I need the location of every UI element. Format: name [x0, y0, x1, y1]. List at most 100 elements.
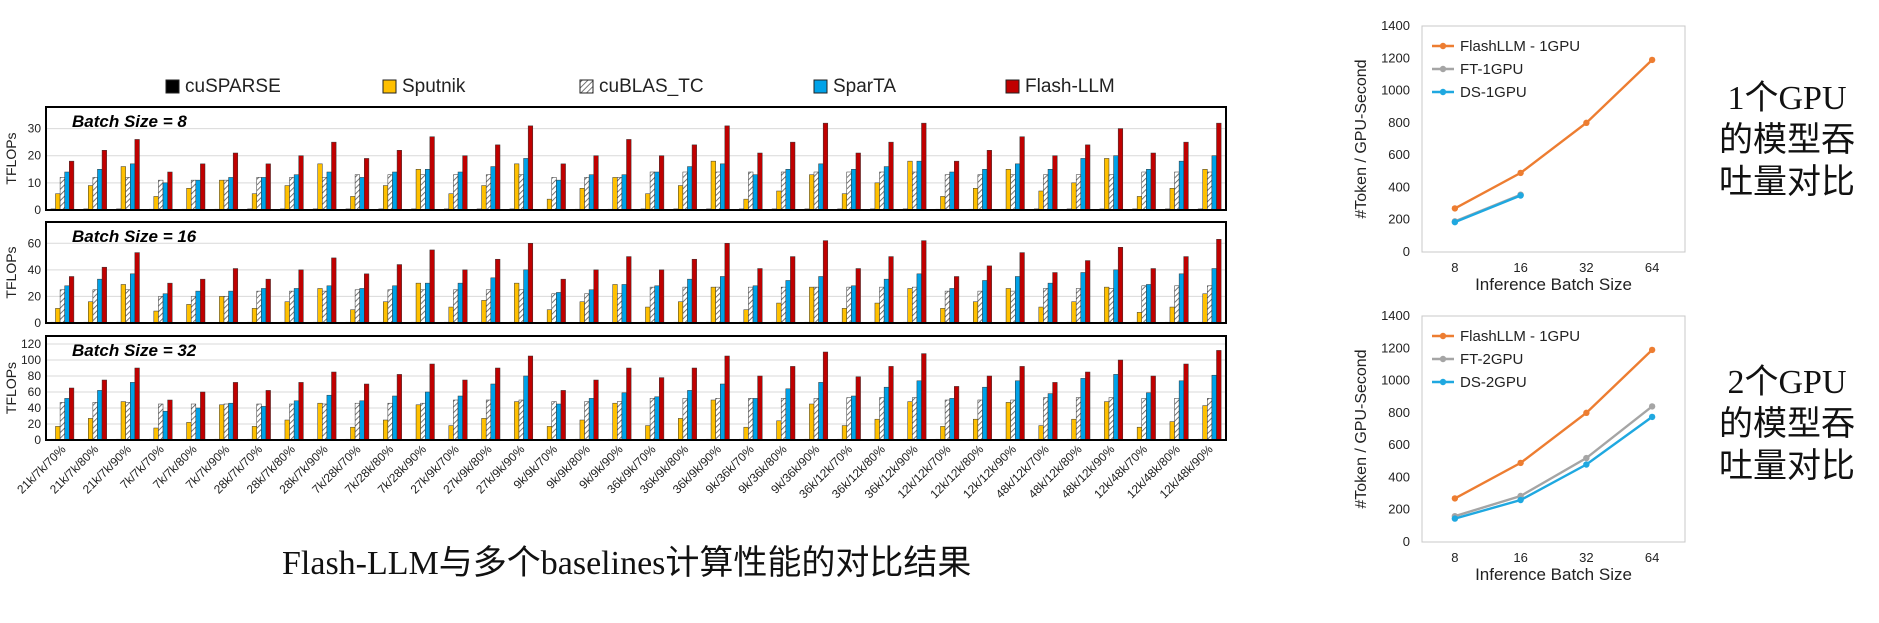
- bar: [944, 399, 950, 441]
- bar: [153, 427, 159, 441]
- bar: [158, 296, 164, 324]
- bar: [162, 182, 168, 211]
- series-point: [1517, 496, 1524, 504]
- bar: [1043, 174, 1049, 211]
- bar: [55, 426, 61, 441]
- legend-swatch: [579, 79, 594, 94]
- bar: [841, 308, 848, 324]
- bar: [1075, 174, 1082, 211]
- bar: [88, 418, 94, 441]
- bar: [1075, 397, 1082, 441]
- legend-label: cuBLAS_TC: [599, 76, 704, 97]
- bar: [1005, 402, 1011, 441]
- bar: [251, 426, 258, 441]
- series-line: [1454, 415, 1653, 520]
- bar: [888, 141, 894, 211]
- y-tick-label: 0: [34, 316, 41, 330]
- bar: [1141, 398, 1147, 441]
- y-tick-label: 600: [1388, 437, 1410, 452]
- bar: [846, 286, 852, 324]
- bar: [92, 177, 98, 211]
- y-tick-label: 80: [28, 369, 42, 383]
- bar: [593, 269, 599, 324]
- bar: [940, 196, 946, 211]
- bar: [289, 403, 295, 441]
- bar: [743, 309, 749, 324]
- bar: [883, 166, 889, 211]
- bar: [424, 169, 431, 211]
- bar: [579, 301, 585, 324]
- right-top-caption: 1个GPU 的模型吞 吐量对比: [1702, 78, 1872, 204]
- bar: [874, 302, 880, 324]
- bar: [331, 371, 337, 441]
- bar: [186, 188, 192, 211]
- bar: [64, 285, 70, 324]
- bar: [331, 257, 337, 324]
- bar: [724, 125, 730, 211]
- bar: [1169, 306, 1175, 324]
- bar: [481, 300, 487, 324]
- bar: [921, 122, 927, 211]
- bar: [687, 390, 693, 441]
- bar: [1104, 158, 1110, 211]
- right-top-caption-line: 的模型吞: [1719, 122, 1855, 159]
- bar: [822, 122, 829, 211]
- bar: [1010, 399, 1016, 441]
- bar: [158, 403, 164, 441]
- bar: [326, 394, 332, 441]
- bar: [1043, 397, 1049, 441]
- y-tick-label: 1000: [1381, 83, 1410, 98]
- bar: [448, 306, 454, 324]
- bar: [481, 418, 487, 441]
- bar: [317, 288, 323, 324]
- bar: [1146, 169, 1152, 211]
- series-point: [1583, 461, 1590, 468]
- bar: [1211, 268, 1217, 324]
- bar: [167, 399, 173, 441]
- panel-frame: [45, 221, 1227, 324]
- bar: [888, 256, 894, 324]
- bar: [326, 171, 332, 211]
- bar: [1117, 359, 1124, 441]
- bar: [579, 419, 585, 441]
- bar: [977, 290, 983, 324]
- right-top-caption-line: 1个GPU: [1727, 80, 1847, 117]
- bar: [626, 367, 632, 441]
- bar: [190, 403, 197, 441]
- bar: [1005, 169, 1011, 211]
- y-tick-label: 400: [1388, 179, 1410, 194]
- y-tick-label: 1400: [1381, 308, 1410, 323]
- bar: [186, 304, 192, 324]
- bar: [556, 179, 562, 211]
- bar: [200, 391, 206, 441]
- bar: [261, 288, 267, 324]
- bar: [719, 276, 726, 324]
- bar: [626, 139, 632, 211]
- series-line: [1454, 405, 1653, 518]
- bar: [1207, 398, 1213, 441]
- x-tick-label: 16: [1513, 260, 1527, 275]
- bar: [973, 301, 979, 324]
- bar: [190, 296, 197, 324]
- series-point: [1451, 205, 1459, 212]
- bar: [59, 289, 65, 324]
- bar: [523, 269, 529, 324]
- bar: [1174, 171, 1180, 211]
- bar: [284, 185, 290, 211]
- bar: [125, 177, 131, 211]
- bar: [846, 397, 852, 441]
- bar: [485, 289, 492, 324]
- legend-label: cuSPARSE: [185, 76, 281, 97]
- bar: [1136, 312, 1143, 324]
- bar: [219, 296, 225, 324]
- series-line: [1454, 349, 1653, 500]
- panel-title: Batch Size = 16: [72, 227, 197, 246]
- legend-label: FT-1GPU: [1460, 61, 1523, 78]
- bar: [387, 402, 393, 441]
- bar: [490, 277, 496, 324]
- bar: [223, 403, 229, 441]
- bar: [1019, 252, 1025, 324]
- bar: [354, 289, 360, 324]
- bar: [495, 144, 501, 211]
- bar: [855, 376, 861, 441]
